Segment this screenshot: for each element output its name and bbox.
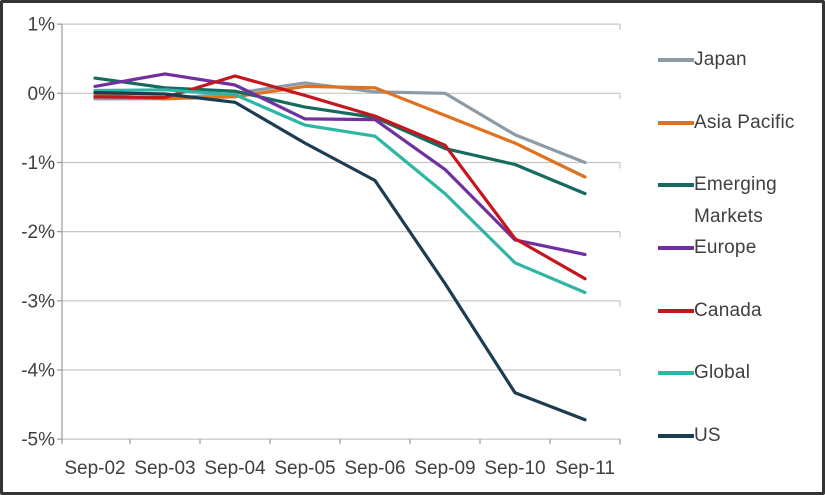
legend-line-swatch-asia-pacific (658, 120, 694, 125)
x-tick-label: Sep-11 (555, 458, 615, 479)
x-tick-label: Sep-06 (344, 458, 405, 479)
legend-line-swatch-global (658, 371, 694, 376)
y-tick-label: 1% (28, 15, 56, 36)
y-tick-label: -4% (21, 360, 55, 381)
legend-label: Asia Pacific (694, 111, 795, 133)
legend-item-global: Global (658, 357, 812, 389)
series-line-us (93, 90, 587, 422)
y-tick-label: -5% (21, 430, 55, 451)
legend-line-swatch-canada (658, 308, 694, 313)
legend-line-swatch-europe (658, 245, 694, 250)
series-line-asia-pacific (93, 84, 587, 179)
legend-label: Japan (694, 49, 747, 70)
legend-item-canada: Canada (658, 295, 812, 327)
series-line-global (93, 88, 587, 295)
x-tick-label: Sep-02 (64, 458, 125, 479)
legend-label: Global (694, 362, 751, 384)
legend-label: US (694, 424, 721, 446)
line-chart-plot-area: 1% 0% -1% -2% -3% -4% -5% Sep-02 Sep-03 Sep-04 Sep… (21, 15, 621, 479)
legend-item-emerging-markets: Emerging Markets (658, 169, 812, 233)
y-tick-label: 0% (28, 84, 56, 105)
series-line-canada (93, 74, 587, 281)
y-tick-label: -3% (21, 291, 55, 312)
legend-label: Europe (694, 236, 757, 258)
legend-label: Emerging Markets (694, 174, 777, 228)
x-tick-label: Sep-04 (204, 458, 266, 479)
x-tick-label: Sep-09 (414, 458, 475, 479)
x-tick-label: Sep-03 (134, 458, 195, 479)
x-tick-label: Sep-05 (274, 458, 335, 479)
legend-item-asia-pacific: Asia Pacific (658, 107, 812, 139)
legend-item-us: US (658, 420, 812, 452)
series-line-europe (93, 72, 587, 257)
x-tick-label: Sep-10 (484, 458, 545, 479)
series-line-emerging-markets (93, 76, 587, 196)
legend-item-europe: Europe (658, 232, 812, 264)
legend-item-japan: Japan (658, 44, 812, 76)
y-tick-label: -1% (21, 153, 55, 174)
legend-label: Canada (694, 299, 762, 321)
legend-line-swatch-emerging-markets (658, 183, 694, 188)
legend-line-swatch-us (658, 433, 694, 438)
chart-legend: Japan Asia Pacific Emerging Markets Europe C… (658, 3, 822, 492)
y-tick-label: -2% (21, 222, 55, 243)
legend-line-swatch-japan (658, 58, 694, 62)
